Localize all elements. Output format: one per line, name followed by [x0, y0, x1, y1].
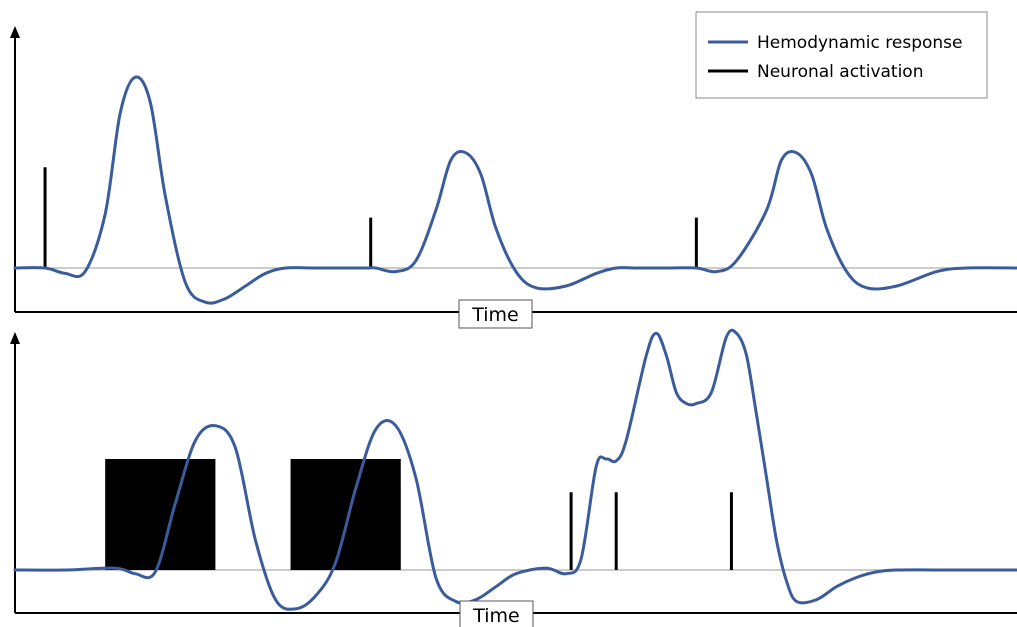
- top-y-axis-arrow-icon: [10, 26, 20, 38]
- top-hemodynamic-response-line: [13, 75, 1017, 305]
- top-neuronal-activation-events: [43, 167, 698, 268]
- bottom-x-label: Time: [472, 605, 520, 627]
- top-panel: Time: [10, 26, 1017, 329]
- bottom-panel: Time: [10, 328, 1017, 627]
- bottom-x-label-box: [459, 600, 534, 627]
- bottom-neuronal-activation-events: [105, 459, 733, 570]
- top-x-label-box: [458, 299, 533, 329]
- legend-neuronal-label: Neuronal activation: [757, 62, 923, 82]
- legend-box: [695, 11, 988, 99]
- legend-hemodynamic-label: Hemodynamic response: [757, 33, 963, 53]
- legend: Hemodynamic response Neuronal activation: [695, 11, 988, 99]
- bottom-hemodynamic-response-line: [13, 328, 1017, 611]
- bottom-y-axis-arrow-icon: [10, 332, 20, 344]
- bottom-activation-block: [290, 459, 401, 570]
- top-x-label: Time: [471, 304, 519, 326]
- bottom-activation-block: [105, 459, 216, 570]
